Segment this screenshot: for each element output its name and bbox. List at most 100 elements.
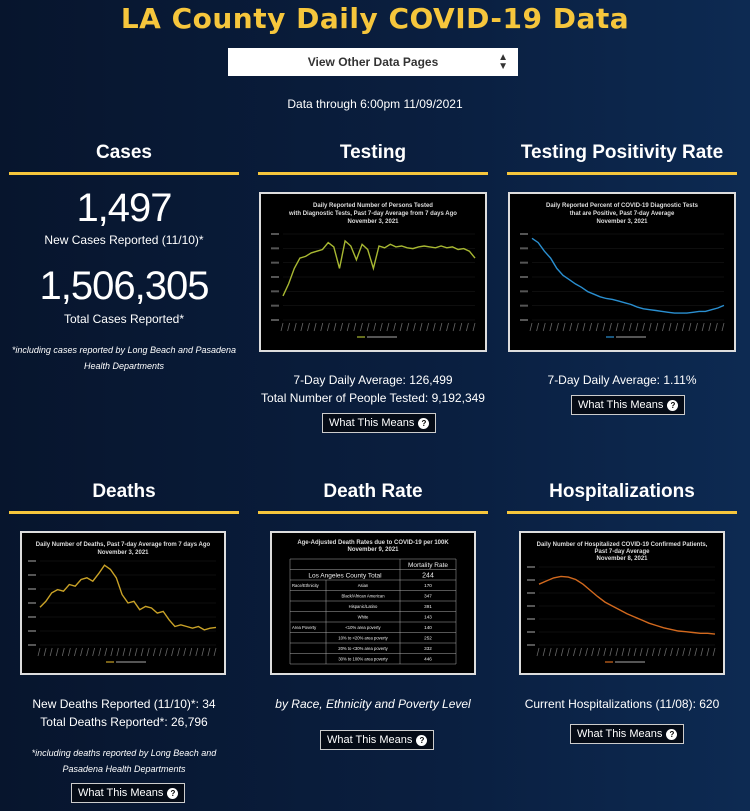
deaths-x-tick — [43, 647, 47, 657]
rate-table-county-value: 244 — [422, 573, 434, 580]
hosp-x-tick — [694, 647, 698, 657]
positivity-x-tick — [648, 322, 652, 332]
hosp-x-tick — [664, 647, 667, 657]
death-rate-section: Death Rate — [258, 480, 488, 514]
current-hospitalizations: Current Hospitalizations (11/08): 620 — [524, 697, 720, 711]
deaths-y-tick — [28, 560, 36, 562]
testing-what-this-means-button[interactable]: What This Means? — [322, 413, 437, 433]
hosp-x-tick — [706, 647, 710, 657]
testing-x-tick — [373, 322, 377, 332]
positivity-chart-title-2: that are Positive, Past 7-day Average — [570, 211, 675, 217]
deaths-y-tick — [28, 616, 36, 618]
hosp-legend-label — [615, 661, 645, 663]
testing-x-tick — [326, 322, 330, 332]
testing-chart[interactable]: Daily Reported Number of Persons Tested … — [259, 192, 487, 352]
death-rate-table-image[interactable]: Age-Adjusted Death Rates due to COVID-19… — [270, 531, 476, 675]
hospitalizations-what-this-means-button[interactable]: What This Means? — [570, 724, 685, 744]
hosp-x-tick — [609, 647, 613, 657]
positivity-x-tick — [595, 322, 599, 332]
testing-x-tick — [465, 322, 469, 332]
deaths-y-tick — [28, 644, 36, 646]
positivity-x-tick — [662, 322, 665, 332]
rate-table-group-label: Area Poverty — [292, 625, 317, 630]
hosp-x-tick — [633, 647, 637, 657]
deaths-x-tick — [128, 647, 132, 657]
rate-table-row-value: 143 — [424, 615, 432, 620]
testing-y-tick — [271, 261, 279, 264]
hosp-x-tick — [579, 647, 582, 657]
positivity-button-label: What This Means — [578, 399, 664, 411]
hosp-x-tick — [536, 647, 540, 657]
rate-table-row-label: 30% to 100% area poverty — [338, 657, 388, 662]
testing-divider — [258, 172, 488, 175]
hosp-x-tick — [676, 647, 679, 657]
testing-x-tick — [419, 322, 423, 332]
rate-table-row-value: 332 — [424, 646, 432, 651]
hosp-x-tick — [548, 647, 552, 657]
positivity-x-tick — [675, 322, 679, 332]
testing-x-tick — [439, 322, 443, 332]
positivity-y-tick — [520, 233, 528, 235]
testing-chart-svg: Daily Reported Number of Persons Tested … — [271, 203, 476, 338]
deaths-what-this-means-button[interactable]: What This Means? — [71, 783, 186, 803]
death-rate-divider — [258, 511, 488, 514]
cases-footnote: *including cases reported by Long Beach … — [0, 342, 248, 374]
deaths-x-tick — [134, 647, 138, 657]
hosp-x-tick — [554, 647, 558, 657]
testing-x-tick — [300, 322, 304, 332]
positivity-x-tick — [582, 322, 586, 332]
data-pages-dropdown[interactable]: View Other Data Pages ▲ ▼ — [228, 48, 518, 76]
positivity-x-tick — [536, 322, 540, 332]
testing-x-tick — [379, 322, 383, 332]
positivity-x-tick — [655, 322, 659, 332]
positivity-chart[interactable]: Daily Reported Percent of COVID-19 Diagn… — [508, 192, 736, 352]
question-icon: ? — [167, 787, 179, 799]
testing-x-tick — [446, 322, 449, 332]
testing-x-tick — [393, 322, 396, 332]
positivity-x-tick — [575, 322, 579, 332]
question-icon: ? — [416, 734, 428, 746]
death-rate-what-this-means-button[interactable]: What This Means? — [320, 730, 435, 750]
positivity-x-tick — [714, 322, 718, 332]
testing-total: Total Number of People Tested: 9,192,349 — [261, 391, 485, 405]
testing-section: Testing — [258, 141, 488, 175]
testing-series-line — [282, 239, 476, 297]
testing-x-tick — [313, 322, 317, 332]
positivity-what-this-means-button[interactable]: What This Means? — [571, 395, 686, 415]
hospitalizations-chart[interactable]: Daily Number of Hospitalized COVID-19 Co… — [519, 531, 725, 675]
deaths-x-tick — [207, 647, 211, 657]
deaths-footnote-line2: Pasadena Health Departments — [62, 764, 186, 774]
new-cases-label: New Cases Reported (11/10)* — [44, 233, 204, 247]
total-deaths: Total Deaths Reported*: 26,796 — [40, 715, 208, 729]
deaths-chart-title-2: November 3, 2021 — [97, 550, 149, 556]
positivity-x-tick — [529, 322, 533, 332]
deaths-x-tick — [201, 647, 205, 657]
deaths-x-tick — [98, 647, 102, 657]
deaths-x-tick — [104, 647, 108, 657]
updown-arrows-icon: ▲ ▼ — [498, 52, 508, 72]
deaths-chart[interactable]: Daily Number of Deaths, Past 7-day Avera… — [20, 531, 226, 675]
positivity-y-tick — [520, 290, 528, 293]
hosp-x-tick — [639, 647, 643, 657]
rate-table-row-value: 170 — [424, 583, 432, 588]
hospitalizations-section: Hospitalizations — [507, 480, 737, 514]
dropdown-label: View Other Data Pages — [307, 55, 439, 69]
positivity-x-tick — [549, 322, 553, 332]
deaths-divider — [9, 511, 239, 514]
positivity-series-line — [531, 237, 725, 314]
deaths-heading: Deaths — [92, 481, 156, 502]
testing-x-tick — [340, 322, 343, 332]
rate-table-header: Mortality Rate — [408, 562, 448, 569]
deaths-x-tick — [140, 647, 144, 657]
death-rate-title-1: Age-Adjusted Death Rates due to COVID-19… — [297, 540, 449, 546]
hosp-chart-title-1: Daily Number of Hospitalized COVID-19 Co… — [537, 542, 708, 548]
deaths-button-label: What This Means — [78, 787, 164, 799]
positivity-x-tick — [562, 322, 566, 332]
positivity-y-tick — [520, 247, 528, 250]
positivity-x-tick — [708, 322, 712, 332]
hosp-x-tick — [597, 647, 601, 657]
testing-x-tick — [287, 322, 291, 332]
deaths-series-line — [39, 564, 217, 631]
testing-x-tick — [293, 322, 297, 332]
death-rate-caption: by Race, Ethnicity and Poverty Level — [275, 697, 471, 711]
